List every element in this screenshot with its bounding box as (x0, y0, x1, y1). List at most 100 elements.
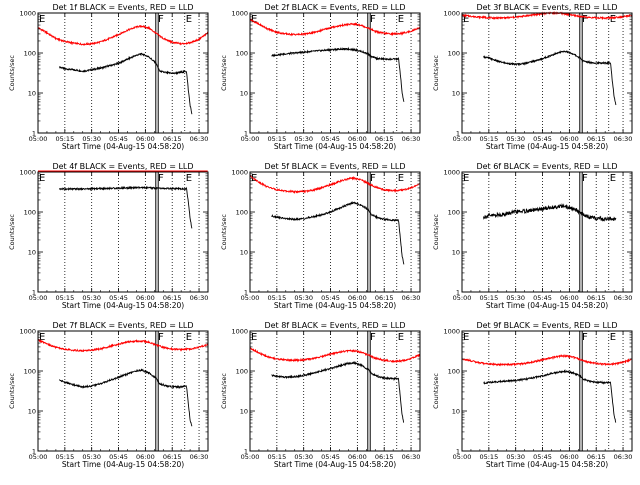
x-tick-label: 06:15 (587, 453, 606, 461)
x-tick-label: 05:00 (453, 453, 472, 461)
y-tick-label: 100 (236, 49, 248, 57)
x-tick-label: 05:15 (267, 135, 286, 143)
event-marker-label: E (610, 332, 616, 343)
x-tick-label: 05:30 (506, 135, 525, 143)
y-tick-label: 10 (28, 89, 36, 97)
series-line-events (483, 50, 617, 106)
x-tick-label: 06:00 (560, 135, 579, 143)
detector-panel: Det 1f BLACK = Events, RED = LLD E F E 1 10 10… (8, 3, 209, 151)
x-tick-label: 06:15 (587, 294, 606, 302)
event-marker-label: E (463, 173, 469, 184)
event-marker-label: F (582, 332, 588, 343)
event-marker-label: E (251, 332, 257, 343)
y-tick-label: 100 (24, 367, 36, 375)
event-marker-label: F (370, 332, 376, 343)
plot-frame (461, 171, 633, 293)
x-tick-label: 05:30 (82, 453, 101, 461)
series-line-events (271, 46, 405, 102)
x-tick-label: 05:15 (55, 294, 74, 302)
y-tick-label: 1000 (443, 327, 460, 335)
x-tick-label: 06:30 (402, 453, 421, 461)
x-tick-label: 05:00 (241, 135, 260, 143)
x-axis-label: Start Time (04-Aug-15 04:58:20) (62, 301, 184, 310)
y-axis-label: Counts/sec (8, 55, 16, 91)
x-tick-label: 05:45 (533, 294, 552, 302)
x-tick-label: 06:15 (375, 135, 394, 143)
series-line-lld (250, 17, 420, 37)
y-axis-label: Counts/sec (432, 214, 440, 250)
x-tick-label: 06:30 (190, 453, 209, 461)
series-line-lld (462, 353, 632, 367)
series-line-lld (250, 174, 420, 195)
event-marker-label: E (186, 173, 192, 184)
event-marker-label: E (463, 14, 469, 25)
series-line-lld (250, 346, 420, 364)
series-line-lld (38, 24, 208, 46)
x-axis-label: Start Time (04-Aug-15 04:58:20) (486, 142, 608, 151)
event-marker-label: E (463, 332, 469, 343)
panel-title: Det 8f BLACK = Events, RED = LLD (264, 321, 405, 330)
x-tick-label: 05:45 (109, 294, 128, 302)
x-tick-label: 06:15 (163, 453, 182, 461)
panel-title: Det 4f BLACK = Events, RED = LLD (52, 162, 193, 171)
x-axis-label: Start Time (04-Aug-15 04:58:20) (486, 301, 608, 310)
y-tick-label: 100 (448, 49, 460, 57)
x-tick-label: 05:00 (241, 453, 260, 461)
x-tick-label: 06:30 (402, 135, 421, 143)
x-tick-label: 05:00 (453, 135, 472, 143)
event-marker-label: F (582, 173, 588, 184)
event-marker-label: E (186, 332, 192, 343)
event-marker-label: F (158, 14, 164, 25)
series-line-lld (38, 338, 208, 353)
x-tick-label: 05:00 (29, 453, 48, 461)
y-axis-label: Counts/sec (432, 55, 440, 91)
y-tick-label: 1 (456, 288, 460, 296)
x-tick-label: 06:15 (163, 135, 182, 143)
y-tick-label: 1000 (231, 327, 248, 335)
plot-frame (37, 171, 209, 293)
y-tick-label: 100 (24, 49, 36, 57)
event-marker-label: F (158, 332, 164, 343)
x-tick-label: 05:30 (294, 453, 313, 461)
y-axis-label: Counts/sec (8, 214, 16, 250)
event-marker-label: E (39, 14, 45, 25)
x-tick-label: 05:30 (82, 135, 101, 143)
x-tick-label: 06:00 (560, 294, 579, 302)
y-axis-label: Counts/sec (220, 214, 228, 250)
plot-frame (461, 330, 633, 452)
x-tick-label: 05:00 (241, 294, 260, 302)
series-line-events (271, 201, 405, 265)
event-marker-label: E (398, 173, 404, 184)
x-tick-label: 05:00 (29, 294, 48, 302)
x-tick-label: 05:45 (533, 453, 552, 461)
y-tick-label: 10 (452, 89, 460, 97)
x-tick-label: 06:00 (136, 135, 155, 143)
y-tick-label: 1 (456, 129, 460, 137)
x-tick-label: 06:30 (614, 294, 633, 302)
x-tick-label: 05:15 (267, 453, 286, 461)
x-axis-label: Start Time (04-Aug-15 04:58:20) (274, 460, 396, 469)
x-tick-label: 06:30 (190, 135, 209, 143)
y-tick-label: 1 (32, 129, 36, 137)
y-tick-label: 1000 (443, 9, 460, 17)
x-tick-label: 05:30 (82, 294, 101, 302)
series-line-events (59, 185, 193, 229)
x-tick-label: 05:45 (321, 135, 340, 143)
x-tick-label: 06:15 (587, 135, 606, 143)
x-tick-label: 05:15 (479, 453, 498, 461)
y-axis-label: Counts/sec (220, 55, 228, 91)
y-tick-label: 1 (244, 129, 248, 137)
y-tick-label: 10 (240, 89, 248, 97)
y-tick-label: 100 (236, 208, 248, 216)
plot-frame (249, 12, 421, 134)
panel-title: Det 7f BLACK = Events, RED = LLD (52, 321, 193, 330)
x-tick-label: 05:15 (479, 294, 498, 302)
x-tick-label: 06:00 (348, 294, 367, 302)
y-axis-label: Counts/sec (432, 373, 440, 409)
y-tick-label: 1000 (231, 168, 248, 176)
panel-title: Det 3f BLACK = Events, RED = LLD (476, 3, 617, 12)
y-tick-label: 1 (32, 288, 36, 296)
x-tick-label: 06:30 (190, 294, 209, 302)
event-marker-label: E (398, 14, 404, 25)
